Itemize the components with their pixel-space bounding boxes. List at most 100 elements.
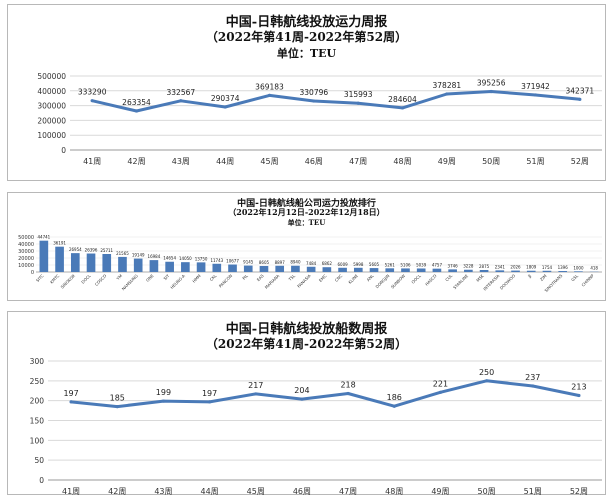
ranking-bar: [149, 260, 159, 272]
ranking-bar-label: 1396: [558, 265, 569, 270]
ranking-x-tick: GSL: [570, 273, 580, 283]
ranking-x-tick: SITC: [35, 273, 45, 283]
ranking-chart-title: 中国-日韩航线船公司运力投放排行: [237, 199, 376, 209]
ranking-bar-label: 14050: [179, 256, 192, 261]
vessel-data-point: [161, 399, 166, 403]
capacity-data-label: 315993: [344, 90, 373, 99]
vessel-data-point: [300, 397, 304, 401]
ranking-bar: [70, 253, 80, 272]
ranking-x-tick: INTERASIA: [482, 273, 501, 292]
ranking-x-tick: ZIM: [539, 273, 548, 282]
vessel-x-tick: 46周: [293, 487, 311, 496]
ranking-bar: [464, 269, 473, 272]
capacity-series-line: [91, 90, 580, 113]
capacity-x-tick: 41周: [83, 157, 101, 166]
ranking-x-tick: SIT: [162, 273, 170, 281]
ranking-bar: [511, 270, 520, 272]
capacity-data-point: [267, 93, 272, 97]
ranking-bar: [102, 254, 112, 272]
vessel-data-label: 185: [110, 394, 125, 403]
ranking-y-tick: 50000: [18, 235, 34, 241]
ranking-bar-label: 19149: [132, 253, 145, 258]
ranking-x-tick: MSK: [475, 273, 485, 283]
ranking-bar-label: 3746: [448, 263, 459, 268]
ranking-x-tick: PANASIA: [296, 273, 312, 289]
ranking-bar-label: 2875: [479, 264, 490, 269]
ranking-bar: [479, 269, 489, 272]
ranking-x-tick: SINOKOR: [60, 273, 77, 290]
capacity-data-point: [179, 99, 183, 103]
ranking-x-tick: CUL: [444, 273, 454, 283]
ranking-bar-label: 14654: [163, 256, 176, 261]
ranking-bar: [558, 271, 568, 272]
vessel-line-chart: 0 50 100 150 200 250 300 197 185 199 197 217 204 218 1…: [30, 357, 602, 496]
ranking-x-tick: EAS: [256, 273, 265, 282]
ranking-bar-label: 5605: [369, 262, 380, 267]
capacity-data-point: [312, 99, 316, 103]
capacity-y-tick: 400000: [37, 87, 66, 96]
ranking-bar: [212, 263, 222, 272]
ranking-bar-label: 5998: [353, 262, 364, 267]
ranking-x-tick: PANCON: [218, 273, 233, 288]
vessel-count-panel: 中国-日韩航线投放船数周报 （2022年第41周-2022年第52周） 0 50 1…: [7, 311, 606, 496]
vessel-data-label: 213: [571, 383, 586, 392]
ranking-x-tick: SUNBOW: [390, 273, 406, 289]
ranking-bar: [385, 268, 395, 272]
vessel-x-tick: 45周: [247, 487, 265, 496]
capacity-weekly-panel: 中国-日韩航线投放运力周报 （2022年第41周-2022年第52周） 单位：T…: [7, 4, 606, 181]
vessel-x-tick: 50周: [477, 487, 495, 496]
ranking-bar-label: 7484: [306, 261, 317, 266]
ranking-bar: [86, 253, 96, 272]
ranking-bar: [432, 268, 442, 272]
ranking-bar: [353, 267, 363, 272]
ranking-bar-label: 44741: [37, 235, 50, 240]
capacity-chart-subtitle: （2022年第41周-2022年第52周）: [205, 30, 408, 44]
capacity-x-tick: 52周: [571, 157, 589, 166]
ranking-x-tick: HEUNG-A: [169, 273, 186, 290]
vessel-data-label: 221: [433, 379, 448, 388]
vessel-x-tick: 42周: [108, 487, 126, 496]
ranking-bar: [291, 265, 300, 272]
capacity-x-tick: 50周: [482, 157, 500, 166]
ranking-x-tick: DOCL: [80, 273, 92, 285]
capacity-data-point: [400, 106, 405, 110]
capacity-y-tick: 200000: [37, 116, 66, 125]
ranking-bar-label: 4757: [432, 263, 443, 268]
ranking-x-tick: MARIANA: [264, 273, 281, 290]
ranking-bar-label: 3228: [463, 264, 474, 269]
ranking-x-tick: ONE: [145, 273, 155, 283]
vessel-data-label: 204: [294, 386, 309, 395]
ranking-bar: [416, 268, 426, 272]
capacity-data-label: 371942: [521, 82, 550, 91]
ranking-y-tick: 0: [31, 270, 34, 276]
ranking-x-tick: YM: [115, 273, 124, 282]
ranking-y-tick: 10000: [18, 263, 34, 269]
ranking-bar: [338, 267, 347, 272]
capacity-x-tick: 45周: [260, 157, 278, 166]
ranking-bar-label: 1000: [573, 265, 584, 270]
capacity-line-chart: 0 100000 200000 300000 400000 500000 333290 263…: [37, 72, 602, 166]
capacity-x-tick: 48周: [393, 157, 411, 166]
vessel-x-tick: 48周: [385, 487, 403, 496]
vessel-data-label: 199: [156, 388, 171, 397]
ranking-bar-label: 8897: [275, 260, 286, 265]
ranking-x-tick: OOCL: [410, 273, 422, 285]
ranking-bar: [181, 262, 190, 272]
ranking-bar-label: 418: [590, 266, 598, 271]
capacity-data-point: [134, 109, 139, 113]
ranking-x-tick: HMM: [191, 273, 202, 284]
ranking-bar: [526, 270, 536, 272]
vessel-data-point: [531, 384, 535, 388]
vessel-data-point: [484, 379, 489, 383]
ranking-bar: [495, 270, 505, 272]
vessel-data-label: 217: [248, 381, 263, 390]
ranking-x-tick: COSCO: [94, 273, 108, 287]
ranking-bar: [243, 265, 253, 272]
ranking-x-tick: HASCO: [424, 273, 438, 287]
capacity-data-point: [445, 92, 449, 96]
vessel-data-point: [115, 405, 119, 409]
ranking-bar-label: 5039: [416, 262, 427, 267]
vessel-y-tick: 200: [30, 397, 45, 406]
ranking-x-tick: KLINE: [347, 273, 359, 285]
ranking-x-tick: CKL: [209, 273, 218, 282]
